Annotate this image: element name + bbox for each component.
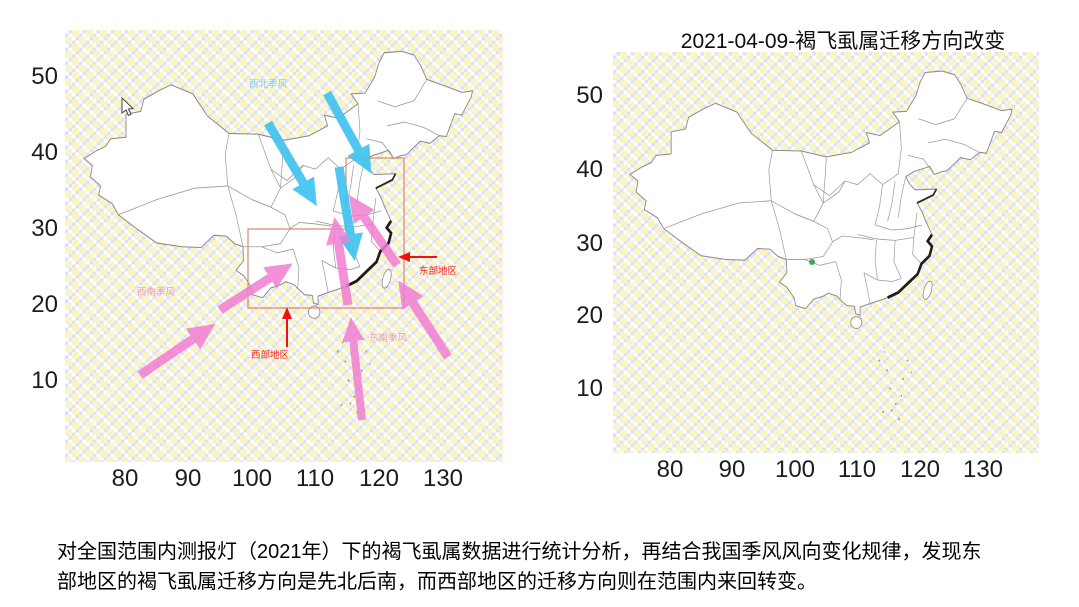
blue-arrow-1 xyxy=(264,120,317,207)
left-ytick-50: 50 xyxy=(31,63,58,90)
left-ytick-10: 10 xyxy=(31,367,58,394)
pink-arrow-3 xyxy=(326,216,353,306)
pink-arrow-5 xyxy=(398,280,452,360)
right-xtick-100: 100 xyxy=(774,456,816,483)
pink-arrow-6 xyxy=(342,317,366,421)
left-xtick-120: 120 xyxy=(358,465,400,492)
left-map-plot: 西北季风 西南季风 东南季风 东部地区 西部地区 xyxy=(65,30,503,462)
figure-caption: 对全国范围内测报灯（2021年）下的褐飞虱属数据进行统计分析，再结合我国季风风向… xyxy=(57,541,982,593)
region-box xyxy=(247,157,405,309)
east-region-label: 东部地区 xyxy=(419,265,458,277)
right-xtick-130: 130 xyxy=(962,456,1004,483)
southwest-monsoon-label: 西南季风 xyxy=(137,286,176,298)
left-xtick-110: 110 xyxy=(295,465,335,492)
right-xtick-110: 110 xyxy=(837,456,877,483)
right-xtick-90: 90 xyxy=(718,456,746,483)
pink-arrow-4 xyxy=(348,194,401,268)
pink-arrow-2 xyxy=(217,263,293,314)
right-map-plot xyxy=(613,52,1039,453)
station-dot xyxy=(809,259,815,265)
right-xtick-80: 80 xyxy=(656,456,684,483)
right-ytick-40: 40 xyxy=(576,156,603,183)
right-ytick-30: 30 xyxy=(576,230,603,257)
blue-arrow-3 xyxy=(334,166,363,262)
right-map-annotations xyxy=(809,259,815,265)
mouse-cursor xyxy=(121,96,135,117)
region-pointers xyxy=(282,252,437,347)
right-ytick-10: 10 xyxy=(576,375,603,402)
northwest-monsoon-label: 西北季风 xyxy=(249,78,288,90)
left-ytick-30: 30 xyxy=(31,215,58,242)
left-xtick-90: 90 xyxy=(174,465,202,492)
left-xtick-80: 80 xyxy=(111,465,139,492)
left-ytick-40: 40 xyxy=(31,139,58,166)
blue-arrow-2 xyxy=(323,90,372,174)
left-map-annotations: 西北季风 西南季风 东南季风 东部地区 西部地区 xyxy=(121,78,458,421)
right-ytick-20: 20 xyxy=(576,302,603,329)
right-map-title: 2021-04-09-褐飞虱属迁移方向改变 xyxy=(680,30,1006,53)
left-ytick-20: 20 xyxy=(31,291,58,318)
south-monsoon-arrows xyxy=(137,194,452,421)
right-xtick-120: 120 xyxy=(899,456,941,483)
right-ytick-50: 50 xyxy=(576,82,603,109)
left-xtick-130: 130 xyxy=(422,465,464,492)
pink-arrow-1 xyxy=(137,323,216,379)
west-region-label: 西部地区 xyxy=(251,349,290,361)
left-xtick-100: 100 xyxy=(231,465,273,492)
southeast-monsoon-label: 东南季风 xyxy=(369,332,408,344)
